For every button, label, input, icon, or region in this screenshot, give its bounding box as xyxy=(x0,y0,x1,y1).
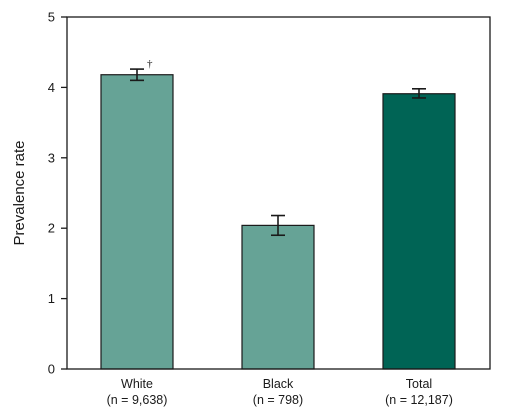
x-tick-label: White xyxy=(121,377,153,391)
x-tick-label: Black xyxy=(263,377,294,391)
bar-total xyxy=(382,93,456,370)
x-tick-sample-size: (n = 9,638) xyxy=(107,393,168,407)
bars xyxy=(100,74,456,370)
plot-frame xyxy=(66,16,491,370)
x-tick-sample-size: (n = 12,187) xyxy=(385,393,453,407)
x-tick-sample-size: (n = 798) xyxy=(253,393,303,407)
y-tick-label: 5 xyxy=(48,10,55,25)
y-tick-label: 4 xyxy=(48,80,55,95)
y-axis-title: Prevalence rate xyxy=(11,140,28,245)
bar-black xyxy=(241,224,315,370)
bar-white xyxy=(100,74,174,370)
y-ticks: 0 1 2 3 4 5 xyxy=(48,10,67,377)
y-tick-label: 3 xyxy=(48,150,55,165)
error-bars: † xyxy=(130,58,426,237)
x-tick-label: Total xyxy=(406,377,432,391)
y-tick-label: 0 xyxy=(48,362,55,377)
y-tick-label: 1 xyxy=(48,291,55,306)
y-tick-label: 2 xyxy=(48,221,55,236)
category-labels: White (n = 9,638) Black (n = 798) Total (n = … xyxy=(107,377,453,407)
significance-marker: † xyxy=(147,58,153,70)
